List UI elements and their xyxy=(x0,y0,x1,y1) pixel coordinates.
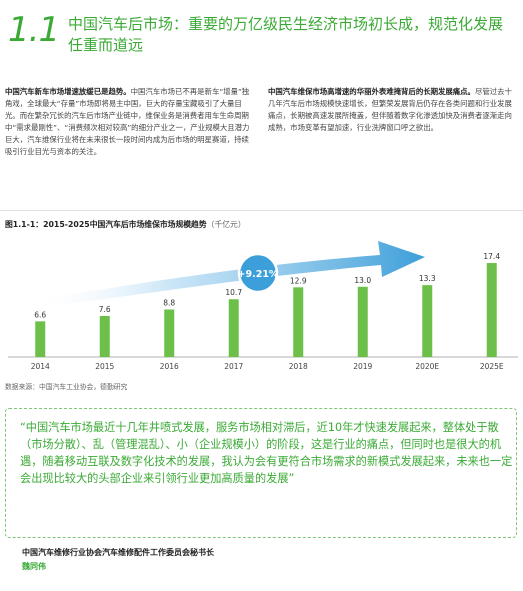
bar-chart: +9.21% 6.6 2014 7.6 2015 8.8 2016 10.7 2017 12.9… xyxy=(0,233,523,385)
x-tick-2019: 2019 xyxy=(353,362,372,371)
growth-arrow xyxy=(30,241,425,309)
value-label-2020E: 13.3 xyxy=(419,274,436,283)
quote-author-title: 中国汽车维修行业协会汽车维修配件工作委员会秘书长 xyxy=(22,548,214,557)
figure-source: 数据来源：中国汽车工业协会，德勤研究 xyxy=(5,383,128,391)
value-label-2015: 7.6 xyxy=(99,305,111,314)
quote-text: “中国汽车市场最近十几年井喷式发展，服务市场相对滞后，近10年才快速发展起来，整… xyxy=(20,421,513,485)
value-label-2016: 8.8 xyxy=(163,298,175,307)
left-column-paragraph: 中国汽车新车市场增速放缓已是趋势。中国汽车市场已不再是新车“增量”独角戏，全球最… xyxy=(5,86,250,158)
value-label-2019: 13.0 xyxy=(354,276,371,285)
bar-2018 xyxy=(293,287,304,357)
value-label-2018: 12.9 xyxy=(290,276,307,285)
figure-unit: （千亿元） xyxy=(206,220,246,229)
section-title: 中国汽车后市场：重要的万亿级民生经济市场初长成，规范化发展任重而道远 xyxy=(68,15,504,54)
x-tick-2018: 2018 xyxy=(289,362,308,371)
bar-2020E xyxy=(422,285,433,357)
bar-2015 xyxy=(99,315,110,357)
section-header: 1.1 中国汽车后市场：重要的万亿级民生经济市场初长成，规范化发展任重而道远 xyxy=(8,8,518,60)
figure-title: 图1.1-1：2015-2025中国汽车后市场维保市场规模趋势（千亿元） xyxy=(5,219,246,230)
figure-title-text: 图1.1-1：2015-2025中国汽车后市场维保市场规模趋势 xyxy=(5,220,207,229)
section-number: 1.1 xyxy=(8,10,60,50)
value-label-2017: 10.7 xyxy=(225,288,242,297)
x-tick-2016: 2016 xyxy=(160,362,179,371)
quote-box xyxy=(5,408,517,538)
growth-badge: +9.21% xyxy=(238,252,279,294)
section-divider xyxy=(0,210,523,211)
left-column-lead: 中国汽车新车市场增速放缓已是趋势。 xyxy=(5,87,131,96)
bar-2017 xyxy=(228,299,239,357)
left-column-body: 中国汽车市场已不再是新车“增量”独角戏，全球最大“存量”市场即将易主中国，巨大的… xyxy=(5,87,250,156)
bar-2019 xyxy=(357,286,368,357)
right-column-paragraph: 中国汽车维保市场高增速的华丽外表难掩背后的长期发展痛点。尽管过去十几年汽车后市场… xyxy=(268,86,518,134)
right-column-body: 尽管过去十几年汽车后市场规模快速增长，但繁荣发展背后仍存在各类问题和行业发展痛点… xyxy=(268,87,512,132)
value-label-2014: 6.6 xyxy=(34,310,46,319)
x-tick-2015: 2015 xyxy=(95,362,114,371)
x-tick-2020E: 2020E xyxy=(415,362,439,371)
growth-badge-label: +9.21% xyxy=(238,269,279,280)
bar-2014 xyxy=(35,321,46,357)
right-column-lead: 中国汽车维保市场高增速的华丽外表难掩背后的长期发展痛点。 xyxy=(268,87,475,96)
bar-2025E xyxy=(486,263,497,357)
bar-2016 xyxy=(164,309,175,357)
value-label-2025E: 17.4 xyxy=(483,252,500,261)
x-tick-2025E: 2025E xyxy=(480,362,504,371)
bar-chart-svg: +9.21% 6.6 2014 7.6 2015 8.8 2016 10.7 2017 12.9… xyxy=(8,241,518,371)
bars-group: 6.6 2014 7.6 2015 8.8 2016 10.7 2017 12.9 2018 13.… xyxy=(31,252,504,371)
x-tick-2014: 2014 xyxy=(31,362,50,371)
x-tick-2017: 2017 xyxy=(224,362,243,371)
quote-author-name: 魏同伟 xyxy=(22,562,46,571)
